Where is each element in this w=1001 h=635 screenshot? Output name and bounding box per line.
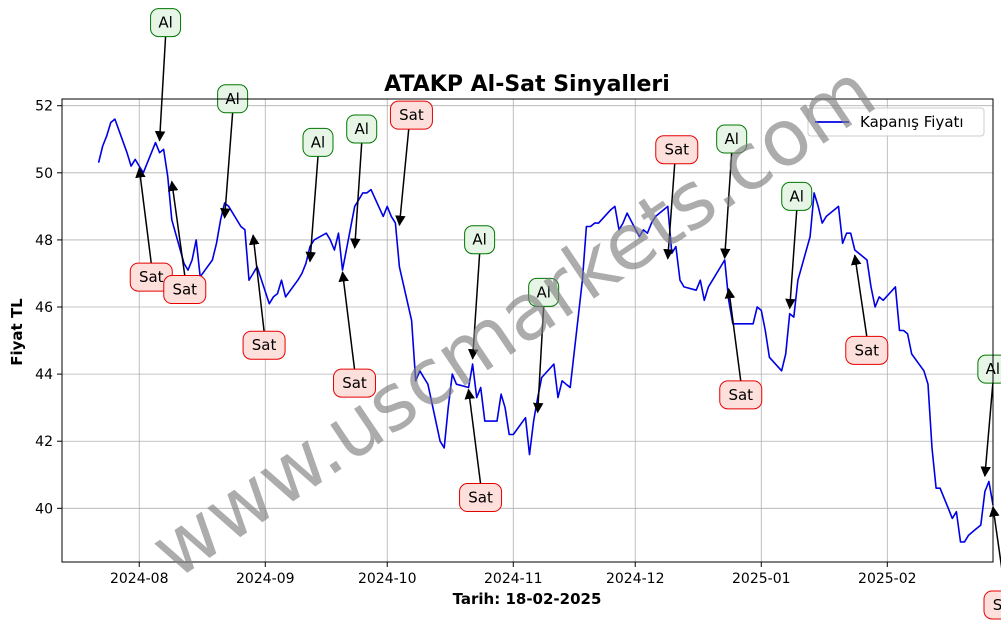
sell-arrow bbox=[850, 254, 868, 337]
x-tick-label: 2024-10 bbox=[358, 571, 417, 587]
x-tick-label: 2025-01 bbox=[732, 571, 791, 587]
buy-label-box bbox=[464, 225, 496, 255]
buy-label-box bbox=[716, 124, 748, 154]
buy-label: Al bbox=[158, 14, 172, 32]
sell-label-box bbox=[459, 483, 503, 513]
sell-arrow bbox=[989, 505, 1001, 569]
sell-label: Sat bbox=[728, 386, 753, 404]
buy-arrow bbox=[305, 156, 319, 263]
sell-label: Sat bbox=[252, 336, 277, 354]
sell-label: Sat bbox=[854, 341, 879, 359]
y-tick-label: 52 bbox=[35, 99, 53, 115]
buy-arrow bbox=[980, 383, 994, 478]
buy-arrow bbox=[720, 152, 733, 260]
buy-label: Al bbox=[311, 133, 325, 151]
sell-label: Sat bbox=[172, 281, 197, 299]
buy-label: Al bbox=[354, 120, 368, 138]
buy-arrow bbox=[532, 306, 545, 414]
sell-label: Sat bbox=[342, 374, 367, 392]
y-tick-label: 50 bbox=[35, 166, 53, 182]
x-axis-label: Tarih: 18-02-2025 bbox=[453, 590, 602, 608]
axes: 2024-08 2024-09 2024-10 2024-11 2024-12 2025-… bbox=[35, 98, 994, 587]
y-tick-label: 40 bbox=[35, 501, 53, 517]
buy-label: Al bbox=[536, 283, 550, 301]
sell-label-box bbox=[163, 275, 207, 305]
buy-label-box bbox=[150, 8, 182, 38]
x-tick-label: 2025-02 bbox=[858, 571, 917, 587]
x-tick-label: 2024-11 bbox=[484, 571, 543, 587]
buy-label-box bbox=[781, 181, 813, 211]
x-tick-label: 2024-08 bbox=[110, 571, 169, 587]
buy-arrow bbox=[350, 142, 363, 250]
legend: Kapanış Fiyatı bbox=[807, 107, 985, 137]
sell-label: Sat bbox=[993, 596, 1001, 614]
plot-frame bbox=[61, 98, 994, 563]
sell-label: Sat bbox=[399, 106, 424, 124]
price-line bbox=[97, 118, 994, 543]
sell-label-box bbox=[389, 100, 433, 130]
sell-arrow bbox=[167, 180, 186, 276]
sell-label-box bbox=[719, 380, 763, 410]
y-tick-label: 42 bbox=[35, 434, 53, 450]
y-tick-label: 48 bbox=[35, 233, 53, 249]
y-axis-label: Fiyat TL bbox=[8, 298, 26, 366]
buy-arrow bbox=[468, 253, 481, 360]
sell-label-box bbox=[983, 590, 1001, 620]
sell-arrow bbox=[135, 167, 152, 264]
signal-annotations: AlSatSatAlSatAlSatAlSatAlSatAlSatAlSatAl… bbox=[129, 8, 1001, 620]
sell-arrow bbox=[338, 271, 356, 370]
sell-label-box bbox=[242, 330, 286, 360]
sell-label-box bbox=[845, 335, 889, 365]
sell-label: Sat bbox=[664, 141, 689, 159]
chart-title: ATAKP Al-Sat Sinyalleri bbox=[384, 72, 670, 97]
buy-label-box bbox=[302, 127, 334, 157]
sell-arrow bbox=[248, 234, 265, 332]
sell-label: Sat bbox=[139, 268, 164, 286]
x-tick-label: 2024-12 bbox=[606, 571, 665, 587]
sell-label-box bbox=[333, 368, 377, 398]
buy-arrow bbox=[785, 210, 798, 310]
buy-label: Al bbox=[472, 231, 486, 249]
sell-label-box bbox=[655, 135, 699, 165]
sell-label: Sat bbox=[468, 489, 493, 507]
y-tick-label: 46 bbox=[35, 300, 53, 316]
legend-label: Kapanış Fiyatı bbox=[860, 113, 964, 131]
legend-box bbox=[807, 107, 985, 137]
buy-label: Al bbox=[790, 187, 804, 205]
series-layer bbox=[97, 118, 994, 543]
buy-label-box bbox=[346, 114, 378, 144]
buy-label-box bbox=[528, 277, 560, 307]
buy-label: Al bbox=[724, 130, 738, 148]
y-tick-label: 44 bbox=[35, 367, 53, 383]
buy-arrow bbox=[220, 112, 234, 219]
sell-arrow bbox=[464, 388, 482, 484]
x-tick-label: 2024-09 bbox=[236, 571, 295, 587]
buy-arrow bbox=[154, 36, 167, 142]
sell-arrow bbox=[724, 287, 742, 381]
